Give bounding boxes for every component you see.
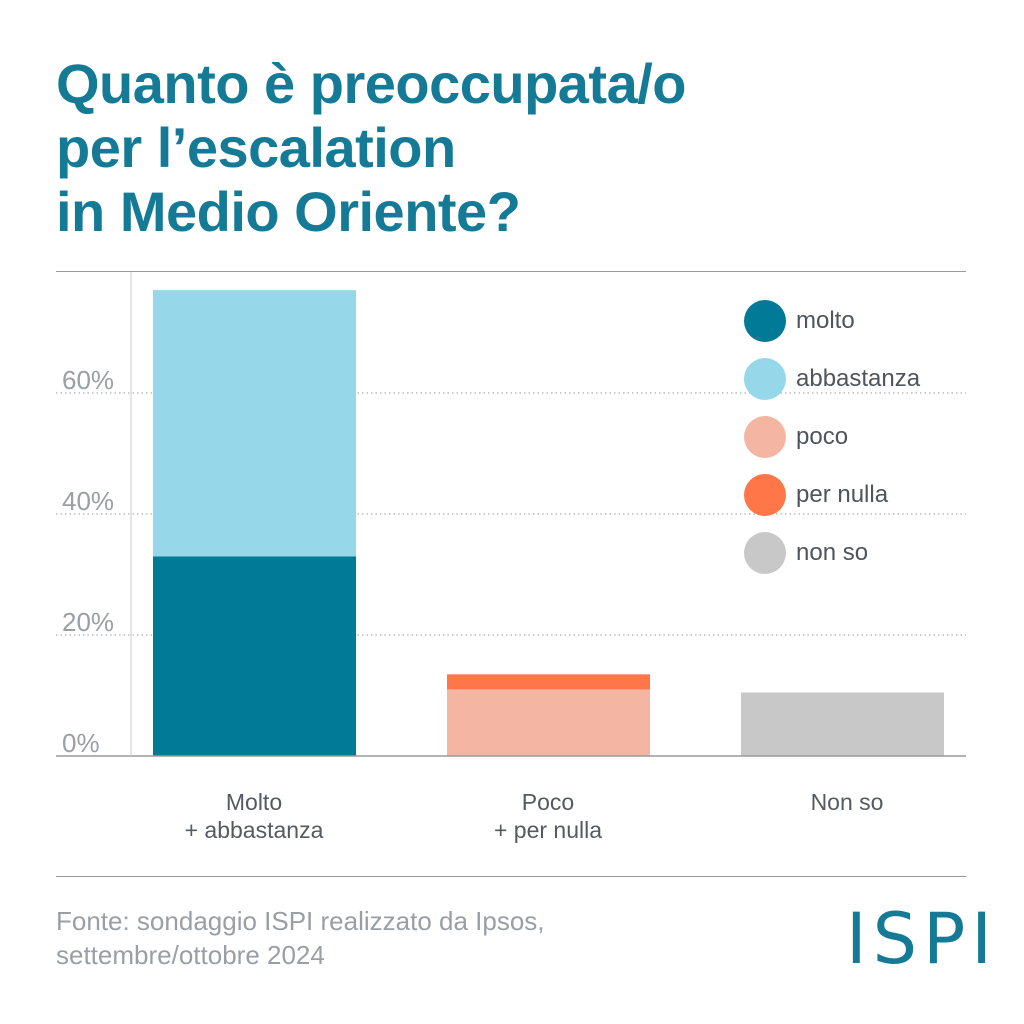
y-axis-ticks: 0% 20% 40% 60% [62,365,114,758]
legend: molto abbastanza poco per nulla non so [744,292,984,582]
bar-segment-abbastanza [153,290,356,557]
legend-swatch [744,532,786,574]
legend-swatch [744,474,786,516]
ispi-logo: ISPI [846,898,998,980]
source-note: Fonte: sondaggio ISPI realizzato da Ipso… [56,904,696,972]
bar-segment-per-nulla [447,674,650,690]
legend-item-per-nulla: per nulla [744,466,984,524]
y-tick-label: 60% [62,365,114,395]
x-category-label-1: Molto + abbastanza [144,788,364,844]
legend-label: molto [796,307,855,334]
title-line-2: per l’escalation [56,116,456,179]
legend-item-poco: poco [744,408,984,466]
legend-label: poco [796,423,849,450]
title-line-3: in Medio Oriente? [56,180,521,243]
bar-segment-molto [153,556,356,756]
x-category-line: + abbastanza [184,817,324,843]
x-category-label-3: Non so [737,788,957,816]
legend-item-molto: molto [744,292,984,350]
bar-segment-non-so [741,692,944,756]
legend-item-abbastanza: abbastanza [744,350,984,408]
legend-swatch [744,416,786,458]
source-line-1: Fonte: sondaggio ISPI realizzato da Ipso… [56,906,545,936]
chart-title: Quanto è preoccupata/o per l’escalation … [56,52,976,244]
legend-label: abbastanza [796,365,921,392]
x-category-line: + per nulla [493,817,603,843]
legend-swatch [744,358,786,400]
y-tick-label: 40% [62,486,114,516]
gridlines [56,392,966,636]
bar-segment-poco [447,689,650,756]
x-category-line: Non so [810,789,884,815]
x-category-line: Poco [521,789,575,815]
legend-label: non so [796,539,869,566]
title-line-1: Quanto è preoccupata/o [56,52,687,115]
x-category-line: Molto [225,789,283,815]
bottom-divider [56,876,966,877]
y-tick-label: 20% [62,607,114,637]
legend-item-non-so: non so [744,524,984,582]
top-divider [56,271,966,272]
source-line-2: settembre/ottobre 2024 [56,940,325,970]
x-category-label-2: Poco + per nulla [438,788,658,844]
legend-swatch [744,300,786,342]
legend-label: per nulla [796,481,889,508]
bars [153,290,944,756]
y-tick-label: 0% [62,728,100,758]
